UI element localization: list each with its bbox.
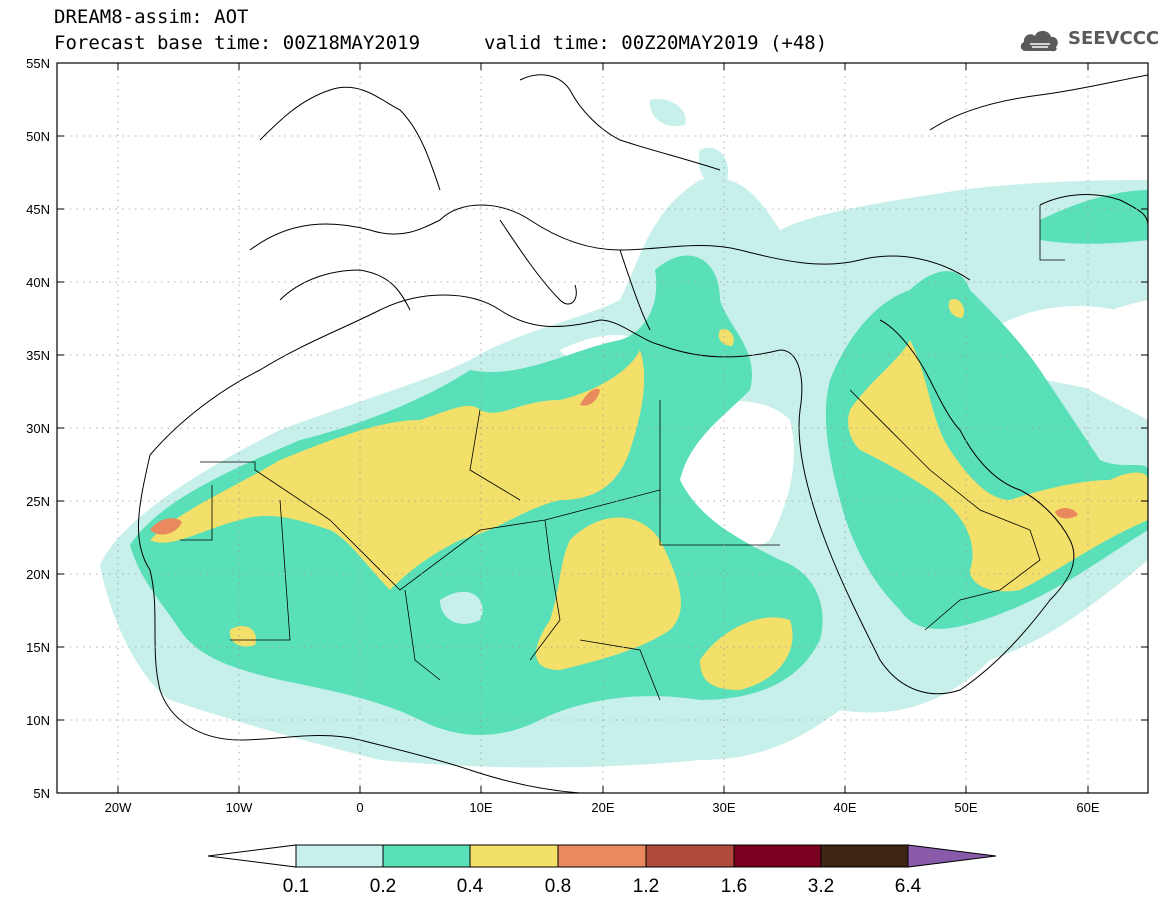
colorbar-label: 3.2 bbox=[808, 876, 834, 897]
colorbar-over-arrow bbox=[907, 844, 997, 868]
y-tick-label: 30N bbox=[26, 421, 50, 436]
aot-level-4-region bbox=[150, 388, 1078, 535]
x-tick-label: 20E bbox=[591, 800, 614, 815]
colorbar-swatch bbox=[382, 844, 471, 868]
colorbar-label: 0.2 bbox=[370, 876, 396, 897]
colorbar-swatch bbox=[820, 844, 909, 868]
forecast-base-time: Forecast base time: 00Z18MAY2019 bbox=[54, 32, 421, 54]
colorbar-label: 0.8 bbox=[545, 876, 571, 897]
valid-time: valid time: 00Z20MAY2019 (+48) bbox=[484, 32, 828, 54]
colorbar-swatch bbox=[295, 844, 384, 868]
x-tick-label: 10E bbox=[469, 800, 492, 815]
logo-text: SEEVCCC bbox=[1068, 28, 1160, 49]
colorbar-label: 1.2 bbox=[633, 876, 659, 897]
y-tick-label: 40N bbox=[26, 275, 50, 290]
colorbar-swatch bbox=[645, 844, 735, 868]
lat-lon-grid bbox=[57, 63, 1148, 793]
colorbar-swatch bbox=[469, 844, 559, 868]
x-tick-label: 10W bbox=[226, 800, 253, 815]
y-tick-label: 55N bbox=[26, 56, 50, 71]
y-tick-label: 5N bbox=[33, 786, 50, 801]
aot-level-3-region bbox=[150, 299, 1148, 690]
x-tick-label: 20W bbox=[105, 800, 132, 815]
colorbar-label: 0.1 bbox=[283, 876, 309, 897]
colorbar-swatch bbox=[733, 844, 822, 868]
colorbar-label: 1.6 bbox=[721, 876, 747, 897]
y-tick-label: 35N bbox=[26, 348, 50, 363]
coastlines bbox=[137, 74, 1148, 793]
tick-marks bbox=[57, 62, 1148, 793]
colorbar-swatch bbox=[557, 844, 647, 868]
x-tick-label: 60E bbox=[1076, 800, 1099, 815]
x-tick-label: 40E bbox=[833, 800, 856, 815]
y-tick-label: 15N bbox=[26, 640, 50, 655]
x-tick-label: 30E bbox=[712, 800, 735, 815]
colorbar-label: 0.4 bbox=[457, 876, 484, 897]
colorbar bbox=[207, 844, 997, 868]
colorbar-label: 6.4 bbox=[895, 876, 922, 897]
y-tick-label: 50N bbox=[26, 129, 50, 144]
map-title: DREAM8-assim: AOT bbox=[54, 6, 249, 28]
y-tick-label: 45N bbox=[26, 202, 50, 217]
country-borders bbox=[180, 205, 1065, 701]
y-tick-label: 20N bbox=[26, 567, 50, 582]
x-tick-label: 50E bbox=[954, 800, 977, 815]
cloud-icon bbox=[1020, 30, 1058, 52]
x-tick-label: 0 bbox=[356, 800, 363, 815]
colorbar-under-arrow bbox=[207, 844, 297, 868]
y-tick-label: 25N bbox=[26, 494, 50, 509]
y-tick-label: 10N bbox=[26, 713, 50, 728]
